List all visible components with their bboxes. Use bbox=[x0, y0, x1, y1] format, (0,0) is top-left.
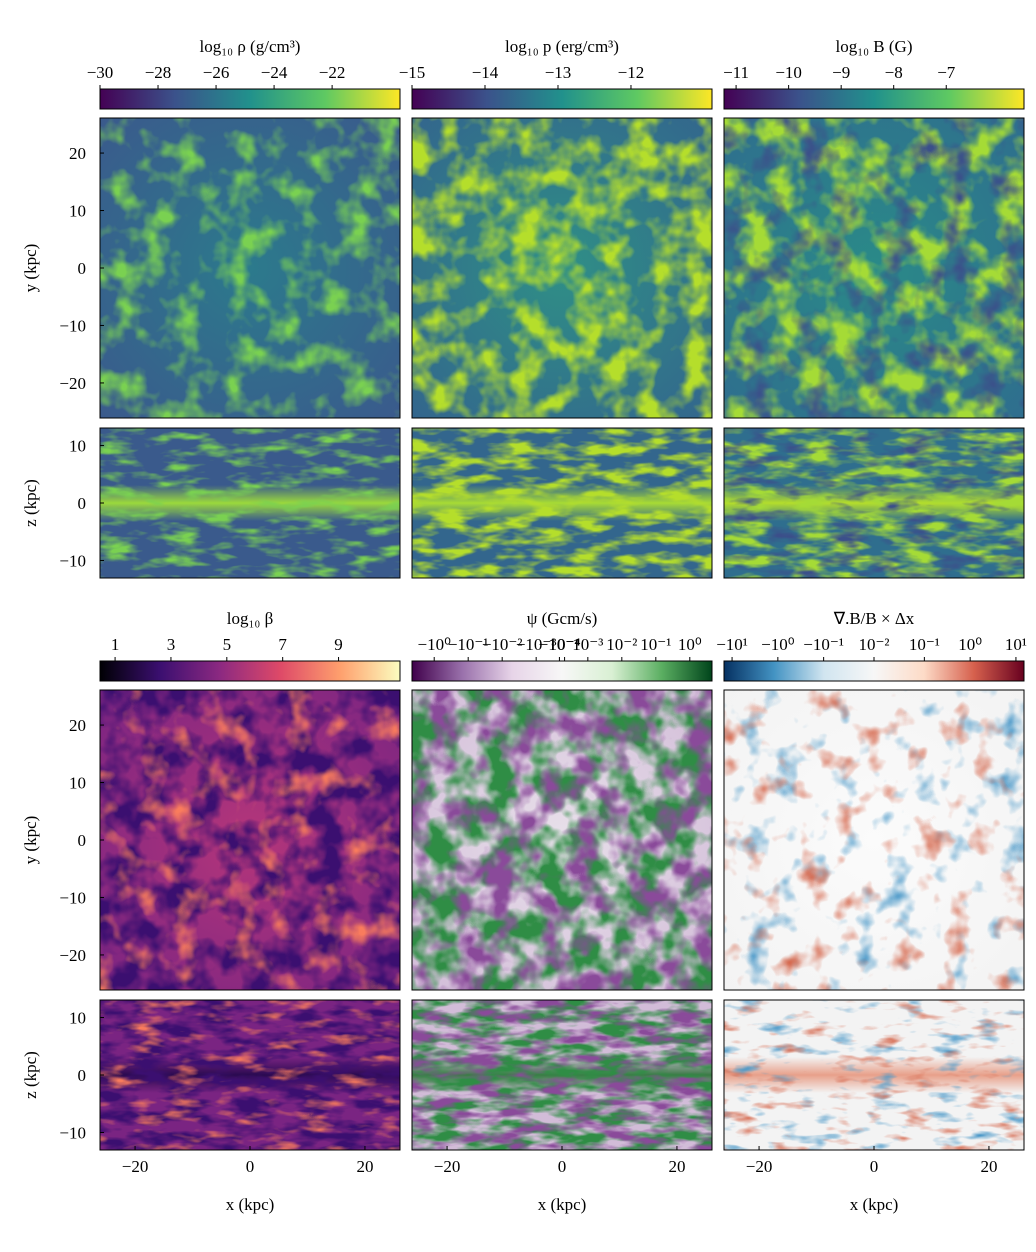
z-tick-label: 10 bbox=[69, 1009, 86, 1028]
colorbar-tick-label: −26 bbox=[203, 63, 230, 82]
colorbar-tick-label: −10 bbox=[775, 63, 802, 82]
colorbar-tick-label: −10⁻² bbox=[482, 635, 523, 654]
colorbar-label: log₁₀ ρ (g/cm³) bbox=[200, 37, 301, 56]
edge-map bbox=[100, 428, 400, 578]
panel-frame bbox=[411, 117, 713, 419]
x-tick-label: −20 bbox=[122, 1157, 149, 1176]
colorbar-tick-label: 10⁻³ bbox=[572, 635, 603, 654]
colorbar-tick-label: −11 bbox=[723, 63, 749, 82]
colorbar-label: log₁₀ B (G) bbox=[835, 37, 912, 56]
colorbar-tick-label: −9 bbox=[832, 63, 850, 82]
x-axis-label: x (kpc) bbox=[850, 1195, 899, 1214]
colorbar-label: log₁₀ p (erg/cm³) bbox=[505, 37, 619, 56]
edge-map bbox=[100, 1000, 400, 1150]
y-tick-label: 20 bbox=[69, 144, 86, 163]
colorbar bbox=[723, 660, 1025, 682]
colorbar-tick-label: −22 bbox=[319, 63, 346, 82]
colorbar-tick-label: −28 bbox=[145, 63, 172, 82]
edge-map bbox=[412, 428, 712, 578]
z-tick-label: 0 bbox=[78, 494, 87, 513]
z-axis-label: z (kpc) bbox=[21, 1051, 40, 1099]
y-tick-label: −10 bbox=[59, 888, 86, 907]
y-tick-label: 0 bbox=[78, 259, 87, 278]
colorbar-tick-label: −10⁻¹ bbox=[448, 635, 489, 654]
colorbar-label: ψ (Gcm/s) bbox=[527, 609, 598, 628]
y-tick-label: 10 bbox=[69, 202, 86, 221]
y-tick-label: −20 bbox=[59, 374, 86, 393]
edge-map bbox=[724, 428, 1024, 578]
panel-frame bbox=[411, 427, 713, 579]
face-map bbox=[412, 690, 712, 990]
x-tick-label: 0 bbox=[870, 1157, 879, 1176]
x-tick-label: 20 bbox=[356, 1157, 373, 1176]
z-tick-label: 0 bbox=[78, 1066, 87, 1085]
colorbar bbox=[411, 660, 713, 682]
y-tick-label: 20 bbox=[69, 716, 86, 735]
colorbar-label: ∇.B/B × Δx bbox=[833, 609, 915, 628]
colorbar-tick-label: −8 bbox=[885, 63, 903, 82]
colorbar-tick-label: −13 bbox=[545, 63, 572, 82]
x-tick-label: 0 bbox=[246, 1157, 255, 1176]
colorbar-tick-label: −7 bbox=[937, 63, 956, 82]
y-tick-label: −10 bbox=[59, 316, 86, 335]
x-tick-label: 20 bbox=[980, 1157, 997, 1176]
edge-map bbox=[724, 1000, 1024, 1150]
colorbar-tick-label: −15 bbox=[399, 63, 426, 82]
face-map bbox=[724, 118, 1024, 418]
colorbar-tick-label: −24 bbox=[261, 63, 288, 82]
colorbar-label: log₁₀ β bbox=[227, 609, 273, 628]
panel-frame bbox=[723, 117, 1025, 419]
z-tick-label: −10 bbox=[59, 1123, 86, 1142]
face-map bbox=[100, 118, 400, 418]
colorbar bbox=[411, 88, 713, 110]
colorbar-tick-label: −10⁻³ bbox=[516, 635, 557, 654]
colorbar-tick-label: 10⁻¹ bbox=[909, 635, 940, 654]
colorbar-tick-label: 10⁰ bbox=[958, 635, 982, 654]
colorbar-tick-label: −10⁻⁴ bbox=[539, 635, 581, 654]
colorbar-tick-label: −10⁰ bbox=[417, 635, 451, 654]
face-map bbox=[724, 690, 1024, 990]
colorbar bbox=[99, 88, 401, 110]
x-axis-label: x (kpc) bbox=[226, 1195, 275, 1214]
colorbar-tick-label: 7 bbox=[278, 635, 287, 654]
colorbar-tick-label: −30 bbox=[87, 63, 114, 82]
colorbar-tick-label: −12 bbox=[618, 63, 645, 82]
colorbar-tick-label: 10¹ bbox=[1005, 635, 1027, 654]
colorbar-tick-label: 10⁻⁴ bbox=[549, 635, 581, 654]
colorbar-tick-label: 9 bbox=[334, 635, 343, 654]
colorbar-tick-label: 10⁻¹ bbox=[640, 635, 671, 654]
colorbar-tick-label: 3 bbox=[167, 635, 176, 654]
x-tick-label: 0 bbox=[558, 1157, 567, 1176]
y-axis-label: y (kpc) bbox=[21, 244, 40, 293]
colorbar bbox=[723, 88, 1025, 110]
x-tick-label: −20 bbox=[746, 1157, 773, 1176]
z-tick-label: −10 bbox=[59, 551, 86, 570]
x-axis-label: x (kpc) bbox=[538, 1195, 587, 1214]
colorbar bbox=[99, 660, 401, 682]
panel-frame bbox=[411, 689, 713, 991]
colorbar-tick-label: 5 bbox=[223, 635, 232, 654]
colorbar-tick-label: 1 bbox=[111, 635, 120, 654]
panel-frame bbox=[723, 427, 1025, 579]
z-tick-label: 10 bbox=[69, 437, 86, 456]
colorbar-tick-label: 10⁻² bbox=[858, 635, 889, 654]
x-tick-label: −20 bbox=[434, 1157, 461, 1176]
face-map bbox=[100, 690, 400, 990]
colorbar-tick-label: 10⁰ bbox=[678, 635, 702, 654]
panel-frame bbox=[723, 689, 1025, 991]
y-axis-label: y (kpc) bbox=[21, 816, 40, 865]
colorbar-tick-label: 10⁻² bbox=[606, 635, 637, 654]
z-axis-label: z (kpc) bbox=[21, 479, 40, 527]
edge-map bbox=[412, 1000, 712, 1150]
x-tick-label: 20 bbox=[668, 1157, 685, 1176]
y-tick-label: −20 bbox=[59, 946, 86, 965]
colorbar-tick-label: −10⁻¹ bbox=[803, 635, 844, 654]
y-tick-label: 10 bbox=[69, 774, 86, 793]
face-map bbox=[412, 118, 712, 418]
colorbar-tick-label: −10¹ bbox=[716, 635, 748, 654]
colorbar-tick-label: −14 bbox=[472, 63, 499, 82]
y-tick-label: 0 bbox=[78, 831, 87, 850]
colorbar-tick-label: −10⁰ bbox=[761, 635, 795, 654]
